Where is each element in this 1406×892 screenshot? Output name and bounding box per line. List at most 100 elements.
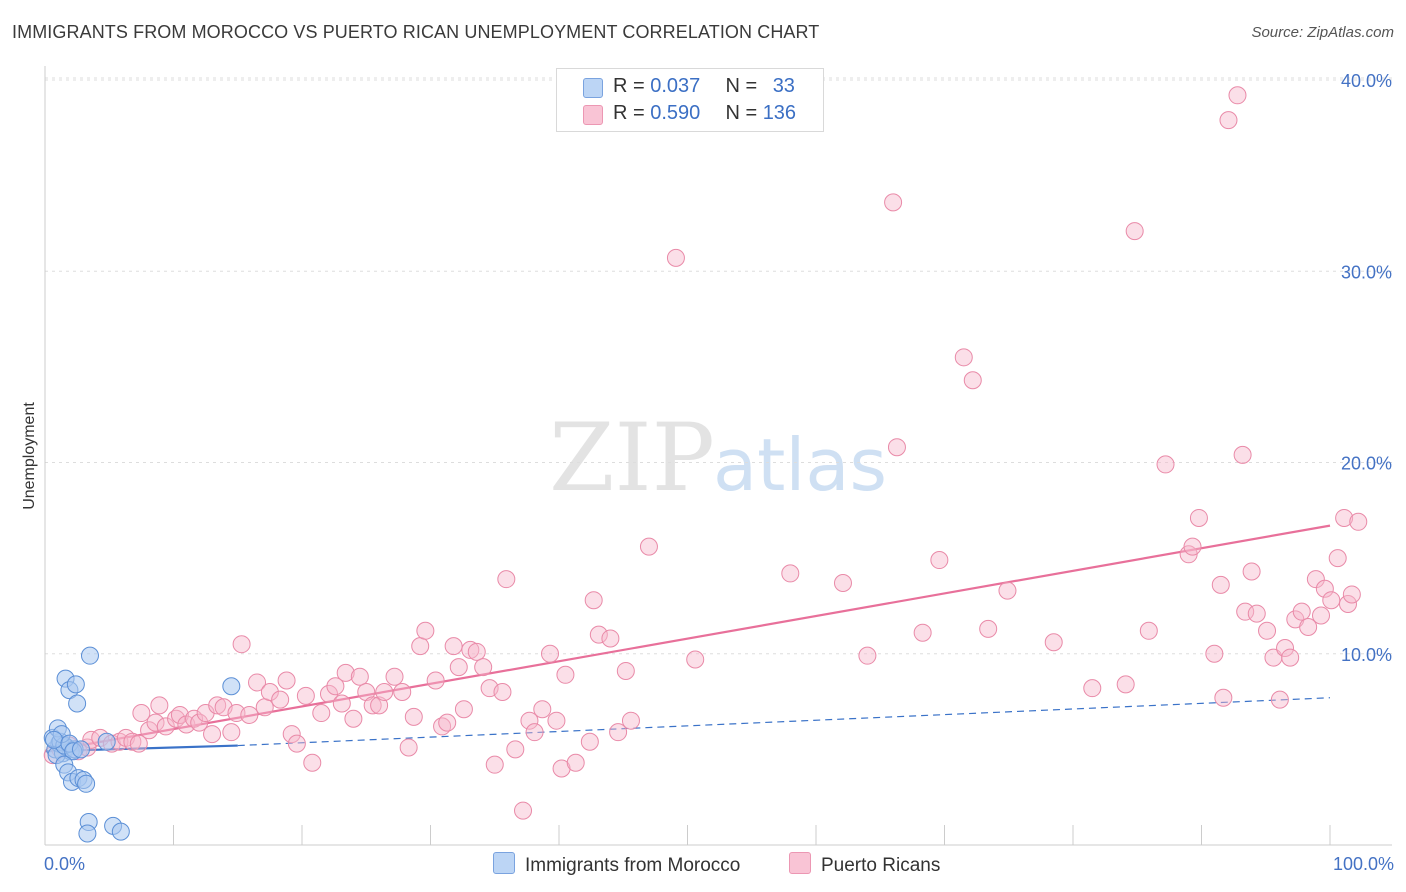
- puerto-rican-point: [287, 734, 306, 753]
- legend-n-value: 33: [772, 75, 795, 97]
- puerto-rican-point: [547, 711, 566, 730]
- puerto-rican-point: [326, 677, 345, 696]
- puerto-rican-point: [146, 713, 165, 732]
- legend-r-value: 0.037: [650, 75, 701, 97]
- puerto-rican-point: [639, 537, 658, 556]
- puerto-rican-point: [1258, 621, 1277, 640]
- y-tick-label: 10.0%: [1341, 645, 1392, 665]
- puerto-rican-point: [609, 723, 628, 742]
- puerto-rican-point: [686, 650, 705, 669]
- puerto-rican-point: [1156, 455, 1175, 474]
- puerto-rican-point: [1125, 222, 1144, 241]
- legend-text: R = 0.037 N = 33: [613, 75, 795, 98]
- puerto-rican-point: [203, 725, 222, 744]
- puerto-rican-point: [1292, 602, 1311, 621]
- puerto-rican-point: [444, 637, 463, 656]
- morocco-point: [77, 774, 96, 793]
- puerto-rican-point: [312, 704, 331, 723]
- y-tick-label: 40.0%: [1341, 71, 1392, 91]
- puerto-rican-point: [132, 704, 151, 723]
- puerto-rican-point: [1338, 595, 1357, 614]
- puerto-rican-point: [140, 721, 159, 740]
- puerto-rican-point: [884, 193, 903, 212]
- puerto-rican-point: [913, 623, 932, 642]
- puerto-rican-point: [332, 694, 351, 713]
- puerto-rican-point: [1219, 111, 1238, 130]
- puerto-rican-point: [616, 661, 635, 680]
- morocco-point: [78, 824, 97, 843]
- puerto-rican-point: [963, 371, 982, 390]
- puerto-rican-point: [232, 635, 251, 654]
- morocco-point: [68, 694, 87, 713]
- puerto-rican-point: [449, 658, 468, 677]
- puerto-rican-point: [580, 732, 599, 751]
- legend-n-value: 136: [762, 102, 797, 124]
- puerto-rican-point: [584, 591, 603, 610]
- puerto-rican-point: [520, 711, 539, 730]
- puerto-rican-point: [979, 619, 998, 638]
- y-tick-label: 30.0%: [1341, 262, 1392, 282]
- morocco-trend-line-dashed: [237, 697, 1331, 747]
- puerto-rican-point: [303, 753, 322, 772]
- x-tick-label: 0.0%: [44, 854, 85, 874]
- morocco-point: [66, 675, 85, 694]
- puerto-rican-point: [1044, 633, 1063, 652]
- morocco-point: [97, 732, 116, 751]
- puerto-rican-point: [170, 705, 189, 724]
- puerto-rican-point: [222, 723, 241, 742]
- puerto-rican-point: [1335, 508, 1354, 527]
- puerto-rican-point: [123, 732, 142, 751]
- legend-swatch-blue: [583, 78, 603, 98]
- puerto-rican-point: [399, 738, 418, 757]
- puerto-rican-point: [556, 665, 575, 684]
- puerto-rican-point: [1139, 621, 1158, 640]
- puerto-rican-point: [485, 755, 504, 774]
- puerto-rican-point: [497, 570, 516, 589]
- puerto-rican-point: [1228, 86, 1247, 105]
- watermark-zip: ZIP: [549, 404, 715, 513]
- series-swatch-blue: [493, 852, 515, 874]
- puerto-rican-point: [363, 696, 382, 715]
- puerto-rican-point: [461, 640, 480, 659]
- tick-labels: 10.0% 20.0% 30.0% 40.0% 0.0% 100.0%: [44, 71, 1394, 874]
- series-name: Puerto Ricans: [821, 855, 941, 876]
- puerto-rican-point: [336, 663, 355, 682]
- legend-r-label: R =: [613, 75, 651, 97]
- correlation-legend: R = 0.037 N = 33 R = 0.590 N = 136: [556, 68, 824, 132]
- morocco-point: [111, 822, 130, 841]
- morocco-point: [44, 730, 63, 749]
- puerto-rican-point: [277, 671, 296, 690]
- puerto-rican-point: [506, 740, 525, 759]
- puerto-rican-point: [887, 438, 906, 457]
- puerto-rican-point: [370, 696, 389, 715]
- puerto-rican-point: [282, 725, 301, 744]
- puerto-rican-point: [533, 700, 552, 719]
- puerto-rican-point: [404, 707, 423, 726]
- puerto-rican-point: [1270, 690, 1289, 709]
- puerto-rican-point: [566, 753, 585, 772]
- morocco-point: [71, 740, 90, 759]
- puerto-rican-point: [393, 683, 412, 701]
- puerto-rican-point: [954, 348, 973, 367]
- data-points: [43, 86, 1368, 843]
- legend-text: R = 0.590 N = 136: [613, 102, 796, 125]
- puerto-rican-point: [271, 690, 290, 709]
- puerto-rican-point: [1281, 648, 1300, 667]
- puerto-rican-point: [467, 642, 486, 661]
- grid-lines: [45, 77, 1392, 655]
- puerto-rican-point: [1236, 602, 1255, 621]
- puerto-rican-point: [426, 671, 445, 690]
- puerto-rican-point: [150, 696, 169, 715]
- legend-n-label: N =: [725, 75, 763, 97]
- legend-r-label: R =: [613, 102, 651, 124]
- chart-title: IMMIGRANTS FROM MOROCCO VS PUERTO RICAN …: [12, 22, 820, 42]
- puerto-rican-point: [1247, 604, 1266, 623]
- puerto-rican-point: [589, 625, 608, 644]
- puerto-rican-point: [1299, 617, 1318, 636]
- series-legend-morocco: Immigrants from Morocco: [493, 852, 740, 877]
- puerto-rican-point: [1233, 445, 1252, 464]
- puerto-rican-point: [1312, 606, 1331, 625]
- puerto-rican-point: [541, 644, 560, 663]
- puerto-rican-point: [1211, 575, 1230, 594]
